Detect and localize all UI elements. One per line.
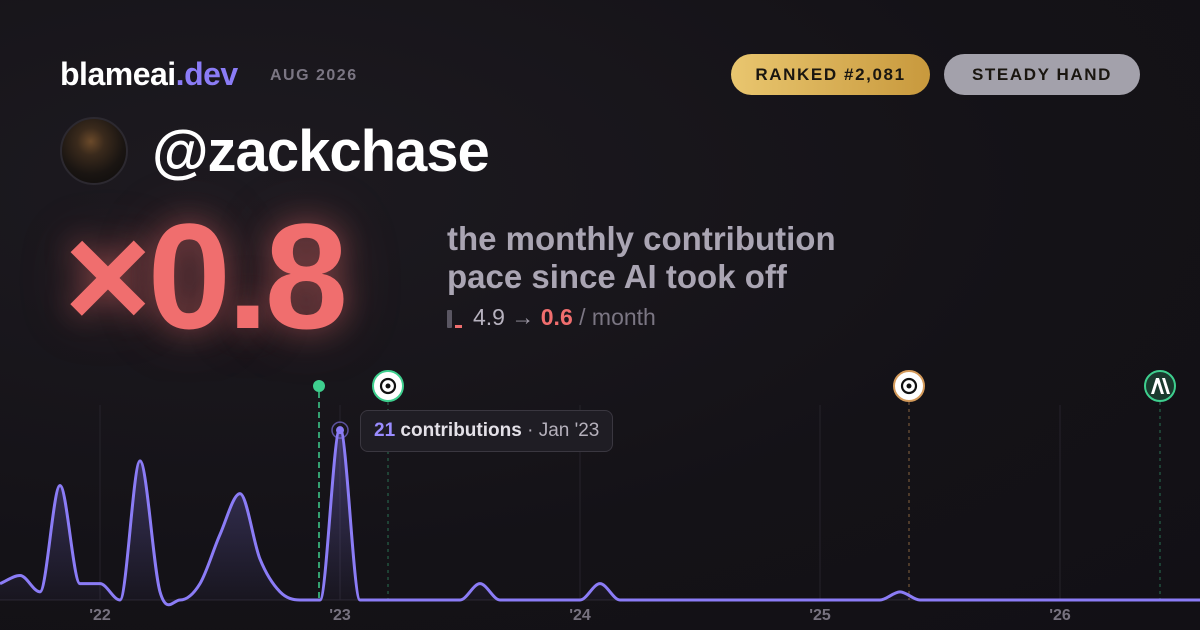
caption-line: the monthly contribution (447, 220, 836, 257)
x-tick-label: '23 (329, 607, 351, 624)
rate-after: 0.6 (540, 304, 573, 330)
tooltip: 21 contributions · Jan '23 (360, 410, 614, 452)
peak-dot (336, 426, 344, 435)
line (0, 426, 1200, 607)
x-tick-label: '24 (569, 607, 591, 624)
rank-badge: RANKED #2,081 (731, 54, 930, 95)
tooltip-sep: · (527, 420, 534, 441)
openai-icon (893, 370, 925, 402)
x-tick-label: '22 (89, 607, 111, 624)
caption: the monthly contribution pace since AI to… (447, 220, 836, 296)
caption-line: pace since AI took off (447, 258, 787, 295)
rate-icon (447, 308, 462, 328)
openai-icon (372, 370, 404, 402)
brand: blameai.dev (60, 56, 238, 93)
rate-unit: / month (579, 304, 656, 330)
avatar (60, 117, 128, 185)
tooltip-date: Jan '23 (538, 420, 600, 441)
area (0, 428, 1200, 605)
handle: @zackchase (152, 119, 490, 184)
peak-ring (331, 421, 349, 439)
multiplier: ×0.8 (64, 192, 348, 360)
period: AUG 2026 (270, 67, 358, 84)
events (313, 370, 1176, 600)
x-tick-label: '26 (1049, 607, 1071, 624)
x-tick-label: '25 (809, 607, 831, 624)
rate: 4.9 → 0.6 / month (447, 304, 656, 331)
anthropic-icon (1144, 370, 1176, 402)
style-badge: STEADY HAND (944, 54, 1140, 95)
tooltip-value: 21 (374, 420, 396, 441)
rate-arrow: → (511, 304, 535, 330)
brand-name: blameai (60, 56, 176, 92)
tooltip-label: contributions (400, 420, 522, 441)
rate-before: 4.9 (473, 304, 505, 330)
brand-tld: .dev (175, 56, 239, 92)
event-dot (313, 380, 325, 392)
